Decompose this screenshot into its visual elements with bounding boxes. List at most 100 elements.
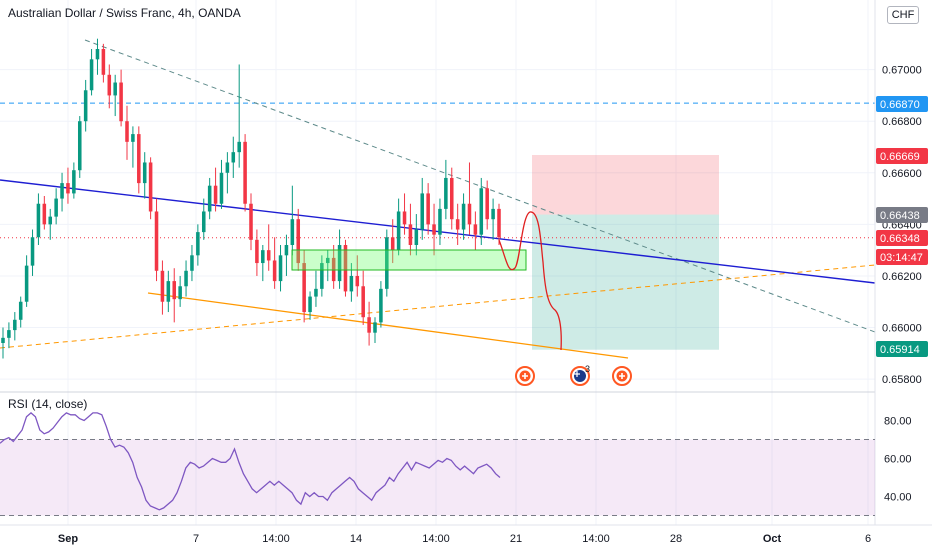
price-tag-label: 0.66348 bbox=[880, 233, 920, 245]
blue-trendline[interactable] bbox=[0, 179, 876, 284]
candle-body bbox=[89, 59, 94, 91]
rsi-axis-ticks: 80.00 60.00 40.00 bbox=[884, 416, 912, 504]
candle-body bbox=[485, 188, 489, 220]
candle-body bbox=[349, 275, 354, 292]
candle-body bbox=[7, 330, 11, 338]
candle-body bbox=[249, 203, 253, 240]
candle-body bbox=[343, 245, 348, 292]
x-tick-label: 14:00 bbox=[262, 533, 290, 545]
candle-body bbox=[314, 288, 318, 297]
price-tag bbox=[876, 148, 928, 164]
candle-body bbox=[72, 170, 76, 194]
x-tick-label: 28 bbox=[670, 533, 682, 545]
price-tags: 0.66870 0.66669 0.66438 0.66348 03:14:47 0.65… bbox=[876, 96, 928, 357]
x-tick-label: 7 bbox=[193, 533, 199, 545]
candle-body bbox=[449, 177, 454, 220]
candle-body bbox=[308, 296, 312, 313]
candle-body bbox=[184, 270, 188, 287]
candle-body bbox=[479, 188, 484, 235]
candle-body bbox=[337, 245, 342, 282]
x-axis-ticks: Sep 7 14:00 14 14:00 21 14:00 28 Oct 6 bbox=[58, 533, 871, 545]
candle-body bbox=[272, 260, 277, 282]
candle-body bbox=[302, 263, 306, 313]
candle-body bbox=[296, 219, 301, 264]
orange-support-trendline[interactable] bbox=[147, 292, 629, 359]
candle-body bbox=[142, 162, 147, 184]
candle-body bbox=[355, 275, 360, 287]
rsi-tick-label: 80.00 bbox=[884, 416, 912, 428]
price-tag-label: 0.66438 bbox=[880, 210, 920, 222]
y-tick-label: 0.66600 bbox=[882, 168, 922, 180]
green-demand-zone[interactable] bbox=[291, 249, 527, 271]
candle-body bbox=[137, 134, 141, 184]
candle-body bbox=[379, 288, 383, 323]
candle-body bbox=[148, 162, 153, 212]
candle-body bbox=[166, 281, 171, 302]
candle-body bbox=[467, 203, 472, 225]
y-tick-label: 0.66800 bbox=[882, 116, 922, 128]
candle-body bbox=[438, 208, 442, 235]
chart-title[interactable]: Australian Dollar / Swiss Franc, 4h, OAN… bbox=[8, 6, 241, 20]
candle-body bbox=[367, 317, 371, 333]
candle-body bbox=[154, 211, 159, 271]
candle-body bbox=[207, 185, 212, 212]
candle-body bbox=[390, 237, 395, 251]
candle-body bbox=[497, 208, 501, 238]
candle-body bbox=[278, 255, 283, 282]
price-tag bbox=[876, 96, 928, 112]
position-target-zone[interactable] bbox=[532, 154, 719, 215]
price-tag bbox=[876, 207, 928, 223]
candle-body bbox=[54, 198, 58, 217]
rsi-tick-label: 40.00 bbox=[884, 492, 912, 504]
projection-path[interactable] bbox=[498, 211, 562, 351]
rsi-band bbox=[0, 439, 875, 516]
x-tick-label: Sep bbox=[58, 533, 78, 545]
y-tick-label: 0.67000 bbox=[882, 65, 922, 77]
candle-body bbox=[396, 211, 401, 251]
candle-body bbox=[42, 203, 47, 225]
candle-body bbox=[196, 232, 200, 256]
candle-body bbox=[408, 224, 413, 245]
candle-body bbox=[261, 250, 265, 264]
candle-body bbox=[24, 265, 29, 302]
rsi-line[interactable] bbox=[0, 412, 501, 511]
candle-body bbox=[119, 82, 123, 122]
candle-body bbox=[213, 185, 218, 204]
candle-body bbox=[219, 172, 224, 204]
event-marker-2[interactable]: 3 bbox=[570, 364, 590, 386]
candle-body bbox=[385, 237, 389, 289]
main-grid bbox=[0, 0, 875, 525]
x-tick-label: 6 bbox=[865, 533, 871, 545]
candle-body bbox=[101, 49, 106, 75]
candle-body bbox=[231, 152, 236, 163]
rsi-tick-label: 60.00 bbox=[884, 454, 912, 466]
candle-body bbox=[113, 82, 117, 96]
position-stop-zone[interactable] bbox=[532, 214, 719, 350]
candle-body bbox=[420, 193, 425, 230]
candle-body bbox=[266, 250, 271, 261]
gray-dashed-trendline[interactable] bbox=[84, 39, 876, 333]
candle-body bbox=[160, 270, 165, 302]
candle-body bbox=[131, 134, 135, 142]
candle-body bbox=[255, 239, 259, 264]
candle-body bbox=[18, 301, 23, 320]
candle-body bbox=[66, 183, 70, 194]
x-tick-label: 14:00 bbox=[422, 533, 450, 545]
currency-button[interactable]: CHF bbox=[887, 6, 919, 24]
event-marker-1[interactable] bbox=[515, 366, 535, 386]
candle-body bbox=[178, 286, 182, 300]
candle-body bbox=[201, 211, 206, 233]
event-marker-3[interactable] bbox=[612, 366, 632, 386]
rsi-title[interactable]: RSI (14, close) bbox=[8, 397, 88, 411]
candle-body bbox=[432, 224, 436, 235]
candle-body bbox=[60, 183, 64, 199]
price-tag-label: 03:14:47 bbox=[880, 252, 923, 264]
x-tick-label: 14 bbox=[350, 533, 362, 545]
candle-body bbox=[444, 177, 448, 209]
y-axis-ticks: 0.670000.668000.666000.664000.662000.660… bbox=[882, 65, 922, 386]
orange-dashed-trendline[interactable] bbox=[0, 264, 876, 349]
candle-body bbox=[190, 255, 194, 271]
price-tag-label: 0.65914 bbox=[880, 344, 920, 356]
y-tick-label: 0.65800 bbox=[882, 374, 922, 386]
